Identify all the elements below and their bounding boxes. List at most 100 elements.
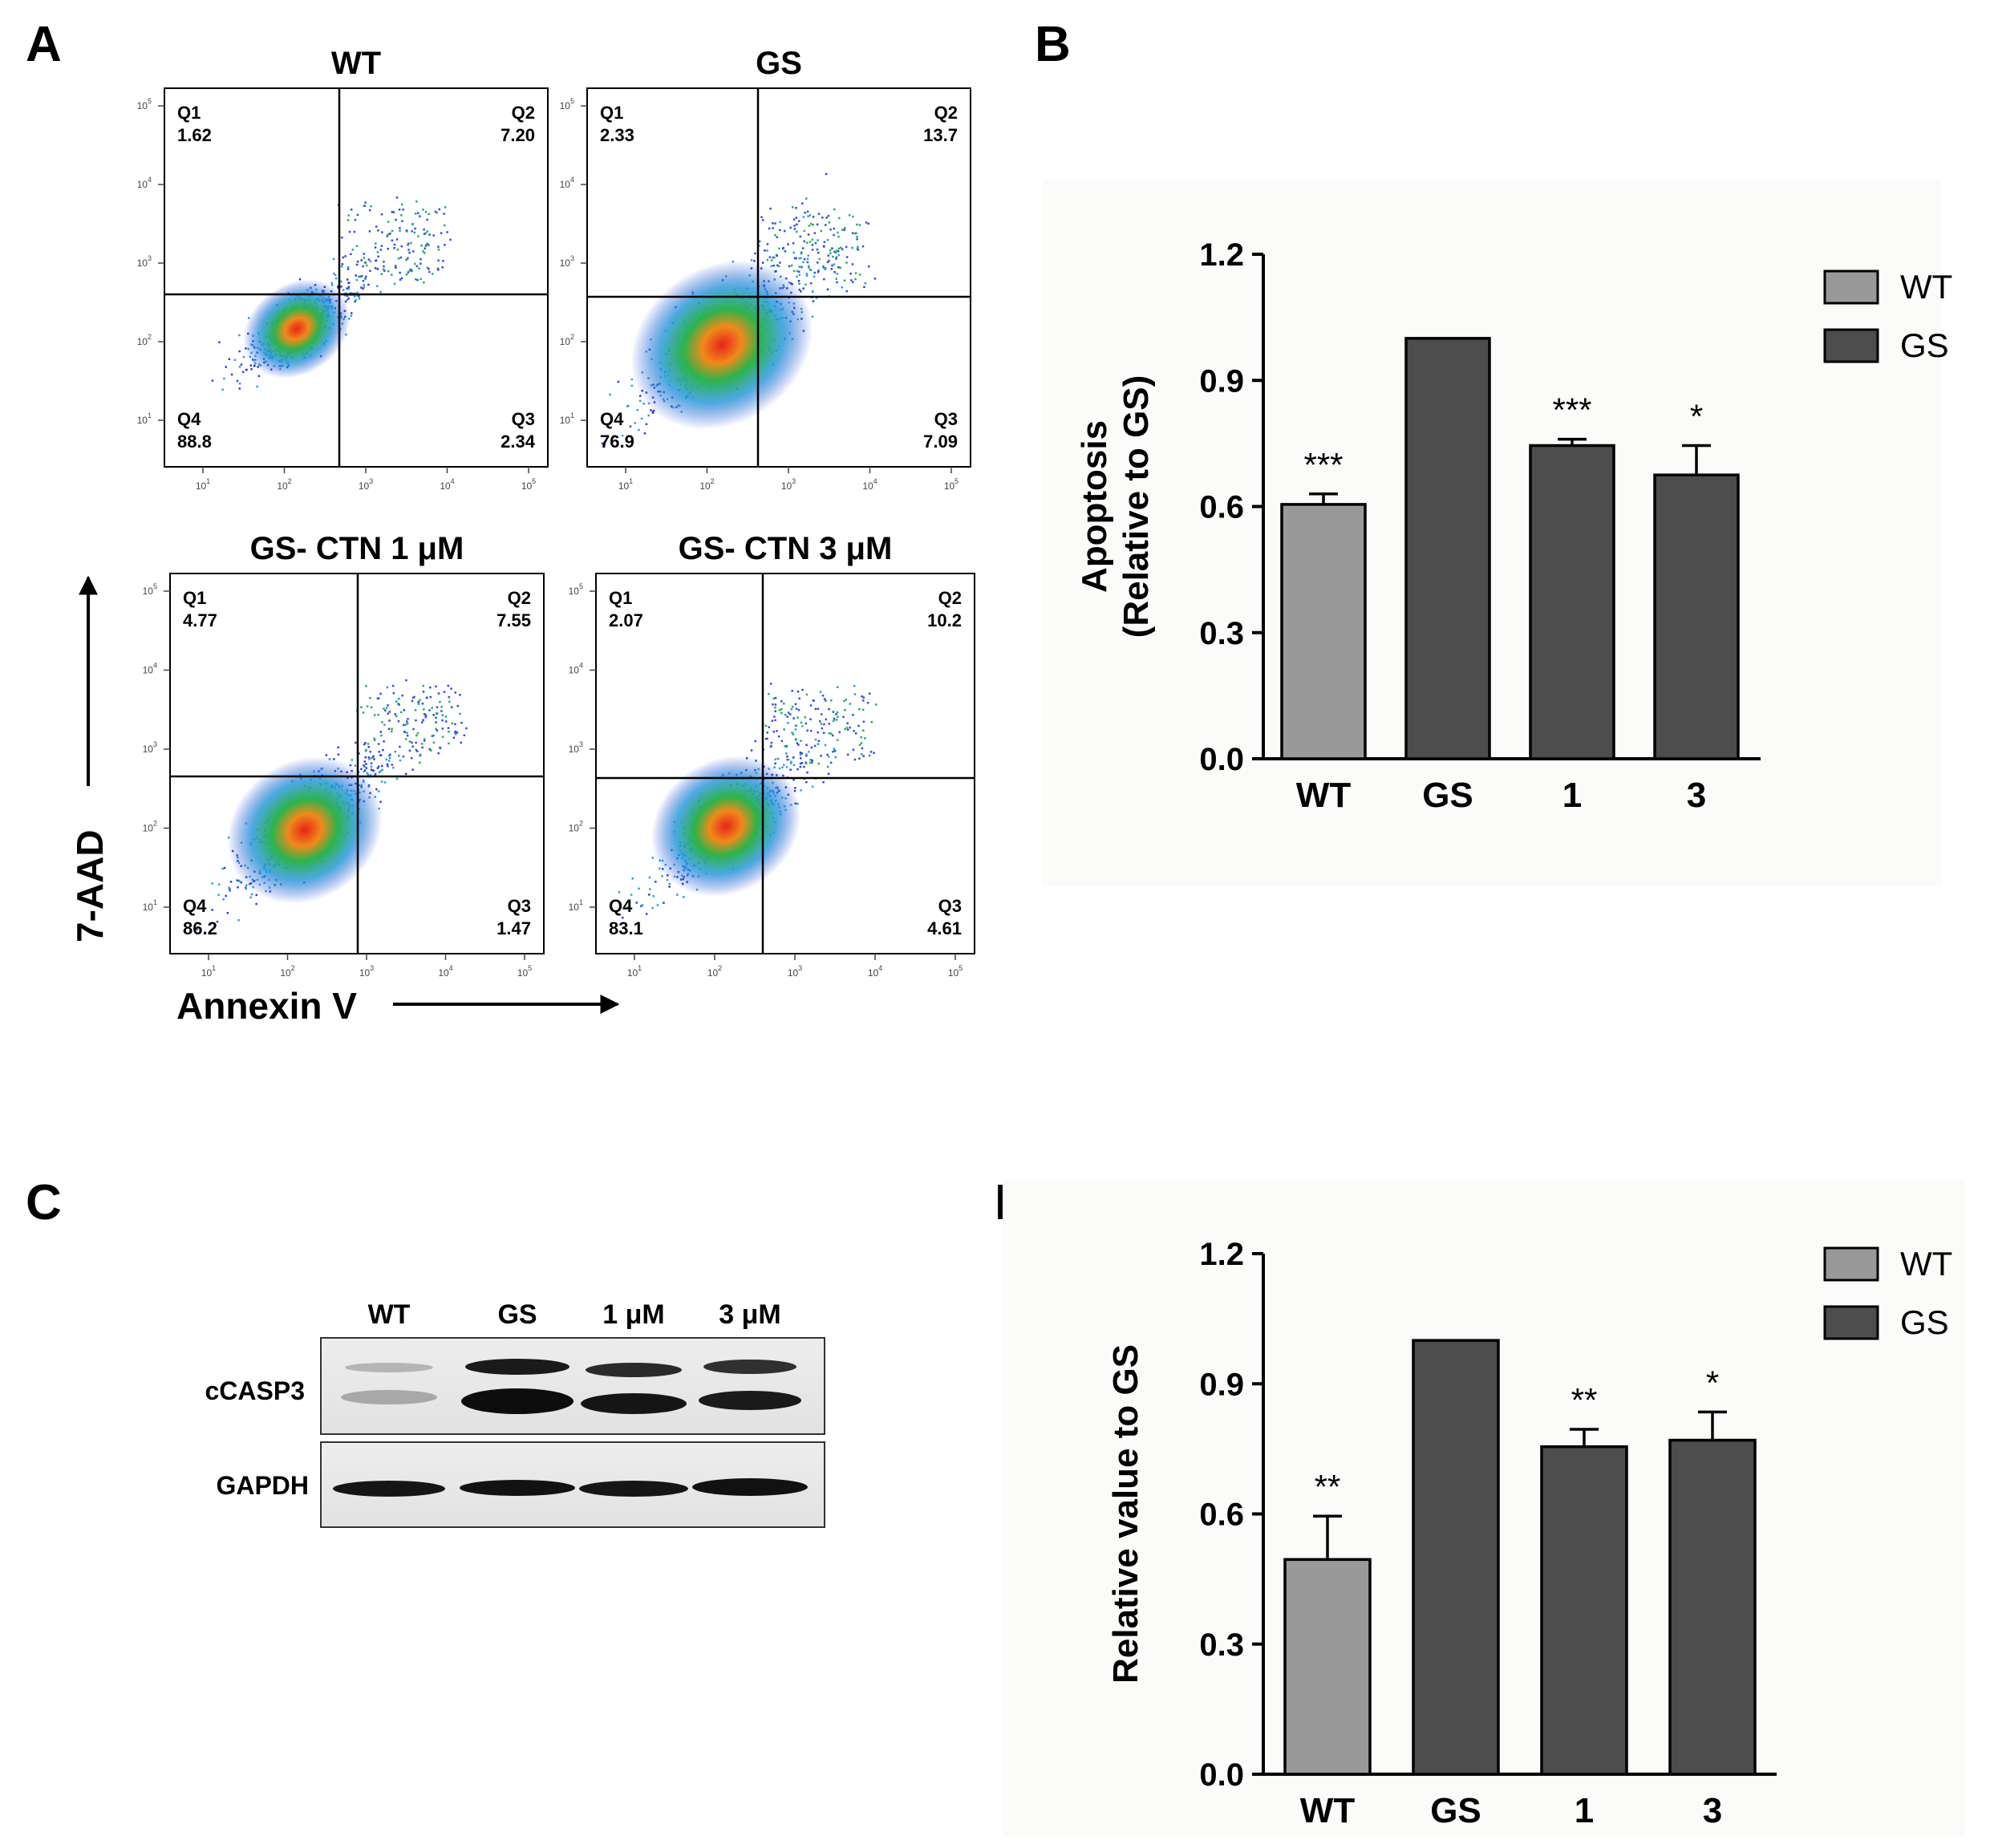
- flow-event-dot: [803, 229, 805, 233]
- quadrant-value-q2: 10.2: [927, 610, 962, 630]
- flow-event-dot: [238, 382, 241, 385]
- flow-event-dot: [422, 209, 424, 211]
- flow-event-dot: [638, 428, 640, 432]
- y-tick-label: 1.2: [1199, 237, 1244, 273]
- flow-event-dot: [787, 722, 789, 724]
- flow-event-dot: [793, 225, 796, 227]
- flow-event-dot: [801, 688, 804, 691]
- flow-event-dot: [798, 257, 800, 260]
- flow-event-dot: [845, 727, 849, 729]
- flow-event-dot: [460, 721, 463, 724]
- flow-plot-frame: [595, 573, 975, 954]
- flow-event-dot: [864, 737, 866, 740]
- flow-event-dot: [842, 715, 845, 719]
- flow-event-dot: [804, 212, 806, 214]
- flow-event-dot: [333, 272, 335, 275]
- flow-event-dot: [863, 286, 865, 289]
- flow-event-dot: [385, 707, 388, 709]
- flow-event-dot: [800, 762, 804, 764]
- flow-x-tick-label: 103: [781, 477, 796, 492]
- x-tick-label: 3: [1703, 1791, 1722, 1830]
- flow-event-dot: [411, 768, 414, 771]
- flow-event-dot: [791, 732, 793, 734]
- flow-event-dot: [391, 211, 394, 213]
- flow-event-dot: [403, 709, 405, 711]
- flow-event-dot: [835, 256, 838, 258]
- bar: [1283, 1558, 1372, 1776]
- flow-event-dot: [821, 727, 824, 730]
- flow-event-dot: [627, 404, 630, 407]
- flow-event-dot: [809, 241, 812, 243]
- flow-event-dot: [843, 699, 845, 703]
- flow-event-dot: [851, 232, 854, 234]
- flow-event-dot: [798, 697, 800, 700]
- flow-event-dot: [429, 686, 432, 689]
- flow-event-dot: [380, 213, 383, 216]
- flow-event-dot: [771, 719, 774, 723]
- flow-event-dot: [379, 754, 383, 756]
- flow-event-dot: [391, 274, 393, 276]
- flow-event-dot: [223, 377, 225, 380]
- flow-y-tick-label: 103: [143, 740, 157, 755]
- flow-event-dot: [221, 867, 224, 870]
- flow-event-dot: [236, 379, 239, 383]
- flow-event-dot: [801, 202, 804, 205]
- flow-event-dot: [642, 403, 645, 405]
- y-axis-label-line1: Apoptosis: [1075, 420, 1114, 593]
- flow-event-dot: [817, 213, 821, 215]
- quadrant-name-q2: Q2: [508, 588, 531, 608]
- flow-event-dot: [211, 379, 214, 382]
- flow-event-dot: [383, 268, 385, 271]
- flow-event-dot: [370, 768, 373, 771]
- flow-event-dot: [416, 732, 419, 735]
- flow-event-dot: [820, 713, 823, 715]
- flow-event-dot: [387, 727, 391, 730]
- flow-event-dot: [391, 730, 393, 733]
- flow-event-dot: [666, 878, 669, 881]
- flow-event-dot: [603, 441, 606, 444]
- flow-event-dot: [355, 298, 357, 302]
- flow-event-dot: [435, 721, 437, 723]
- flow-event-dot: [238, 879, 241, 882]
- flow-event-dot: [789, 713, 792, 715]
- flow-event-dot: [456, 704, 459, 707]
- flow-event-dot: [805, 273, 808, 275]
- flow-event-dot: [454, 730, 457, 733]
- flow-event-dot: [419, 699, 421, 701]
- flow-event-dot: [854, 278, 857, 281]
- flow-event-dot: [845, 245, 848, 249]
- flow-event-dot: [790, 264, 793, 267]
- flow-event-dot: [827, 765, 829, 768]
- flow-x-tick-label: 105: [944, 477, 959, 492]
- flow-event-dot: [441, 727, 444, 730]
- flow-event-dot: [460, 741, 462, 744]
- flow-y-tick-exponent: 3: [579, 740, 583, 748]
- flow-event-dot: [368, 209, 371, 212]
- flow-event-dot: [424, 245, 428, 247]
- flow-event-dot: [866, 702, 869, 704]
- flow-event-dot: [360, 706, 363, 708]
- flow-event-dot: [376, 285, 379, 287]
- flow-event-dot: [381, 764, 383, 768]
- flow-event-dot: [424, 252, 426, 254]
- flow-event-dot: [423, 713, 426, 715]
- flow-event-dot: [407, 257, 409, 260]
- flow-event-dot: [800, 721, 803, 724]
- flow-event-dot: [630, 378, 634, 381]
- flow-x-tick-label: 102: [707, 964, 722, 979]
- flow-event-dot: [415, 719, 417, 722]
- flow-event-dot: [344, 294, 347, 297]
- flow-y-axis-label-group: 7-AAD: [69, 575, 111, 942]
- flow-event-dot: [395, 197, 399, 199]
- quadrant-name-q4: Q4: [609, 896, 633, 916]
- flow-event-dot: [817, 762, 820, 765]
- flow-event-dot: [812, 290, 814, 294]
- flow-event-dot: [365, 685, 367, 687]
- flow-event-dot: [396, 248, 399, 251]
- flow-x-tick-label: 105: [517, 964, 532, 979]
- flow-event-dot: [373, 737, 375, 740]
- flow-event-dot: [638, 399, 642, 403]
- flow-event-dot: [634, 422, 636, 424]
- quadrant-value-q4: 86.2: [183, 918, 217, 938]
